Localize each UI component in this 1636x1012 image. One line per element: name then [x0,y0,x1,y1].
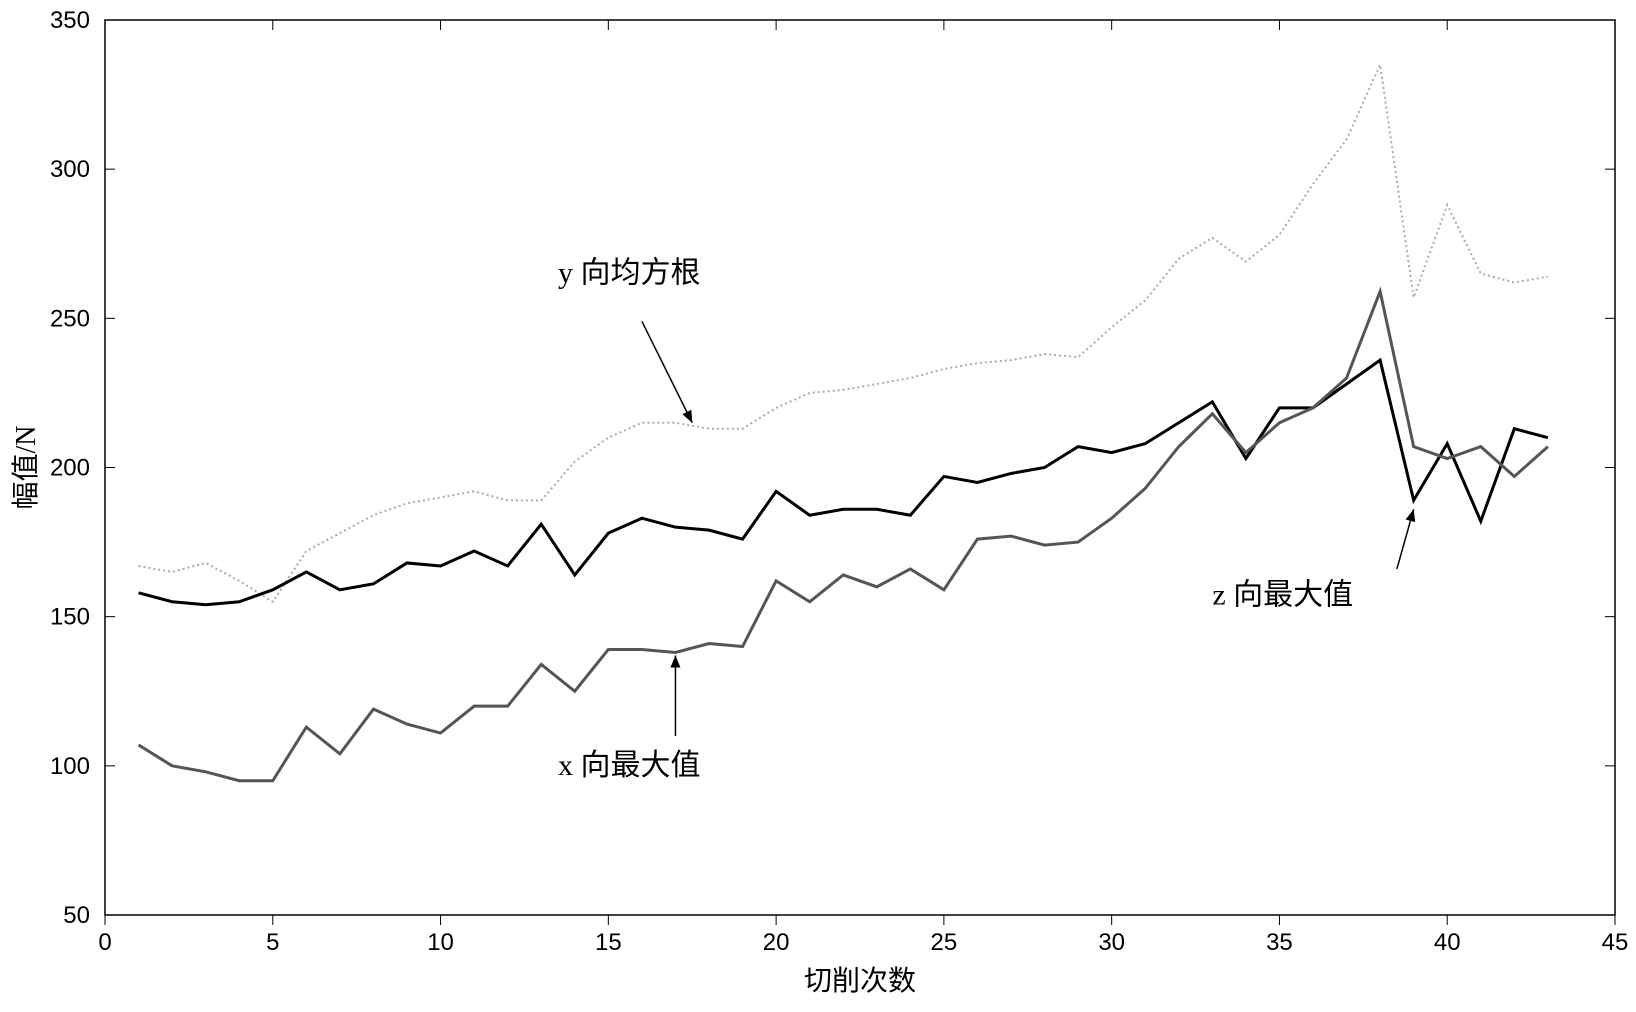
x-tick-label: 20 [763,929,790,956]
annotation-label: x 向最大值 [558,749,701,782]
y-tick-label: 350 [50,7,90,34]
x-tick-label: 5 [266,929,279,956]
annotation-arrowhead [670,655,680,667]
series-y_rms [139,65,1548,602]
plot-border [105,20,1615,915]
chart-container: 0 5 10 15 20 25 30 35 40 45 50 100 150 200 250 300 350 切削… [0,0,1636,1012]
series-z_max [139,360,1548,605]
x-tick-label: 40 [1434,929,1461,956]
y-tick-label: 150 [50,604,90,631]
x-tick-label: 35 [1266,929,1293,956]
x-tick-label: 10 [427,929,454,956]
x-axis-label: 切削次数 [804,965,916,997]
annotation-arrowhead [1406,509,1416,522]
annotation-arrow [642,321,692,422]
x-tick-label: 30 [1098,929,1125,956]
y-axis-label: 幅值/N [10,425,42,509]
x-tick-label: 25 [931,929,958,956]
line-chart: 0 5 10 15 20 25 30 35 40 45 50 100 150 200 250 300 350 切削… [0,0,1636,1012]
x-tick-label: 0 [98,929,111,956]
annotation-label: z 向最大值 [1212,579,1353,612]
series-x_max [139,291,1548,780]
y-tick-label: 200 [50,455,90,482]
y-tick-label: 100 [50,753,90,780]
annotation-label: y 向均方根 [558,257,701,290]
x-tick-label: 15 [595,929,622,956]
x-tick-label: 45 [1602,929,1629,956]
y-tick-label: 50 [63,902,90,929]
y-tick-label: 300 [50,156,90,183]
y-tick-label: 250 [50,305,90,332]
